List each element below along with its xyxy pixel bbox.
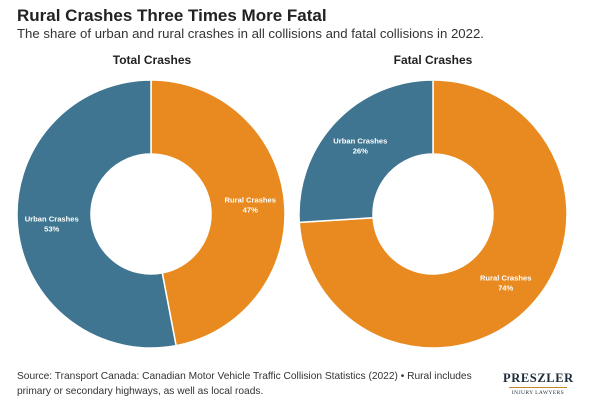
slice-name: Urban Crashes [333,137,387,146]
logo-name: PRESZLER [503,371,574,385]
urban-slice-fatal [298,79,434,224]
rural-slice-total [150,79,286,347]
slice-value: 47% [243,206,258,215]
slice-name: Rural Crashes [480,273,532,282]
logo-divider [509,387,567,388]
chart-title-main: Rural Crashes Three Times More Fatal [17,6,327,25]
logo-tagline: INJURY LAWYERS [511,390,565,396]
donut-title-total: Total Crashes [112,53,192,67]
preszler-logo: PRESZLER INJURY LAWYERS [503,371,573,396]
slice-value: 26% [353,147,368,156]
chart-subtitle: The share of urban and rural crashes in … [17,26,484,41]
slice-name: Rural Crashes [225,196,277,205]
slice-value: 53% [44,224,59,233]
slice-value: 74% [498,283,513,292]
source-note: Source: Transport Canada: Canadian Motor… [17,371,472,397]
urban-slice-total [16,79,177,349]
rural-slice-fatal [298,79,568,349]
donut-title-fatal: Fatal Crashes [393,53,473,67]
slice-name: Urban Crashes [25,214,79,223]
